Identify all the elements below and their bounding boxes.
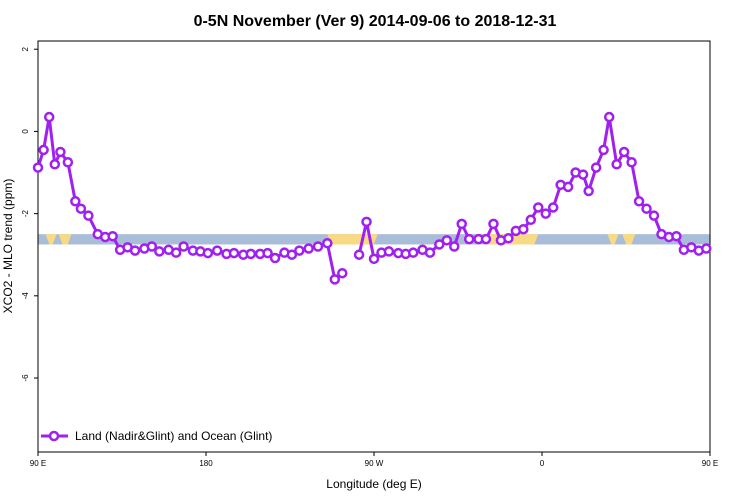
data-point xyxy=(368,253,380,265)
data-point xyxy=(540,208,551,219)
data-point xyxy=(353,249,365,260)
chart-title: 0-5N November (Ver 9) 2014-09-06 to 2018… xyxy=(194,13,557,30)
data-point xyxy=(43,111,55,123)
data-point xyxy=(129,245,141,256)
y-tick-label: 2 xyxy=(21,46,30,51)
data-point xyxy=(75,203,87,214)
data-point xyxy=(441,235,453,246)
data-point xyxy=(648,210,660,221)
data-point xyxy=(434,239,445,250)
data-point xyxy=(641,203,652,214)
series-layer xyxy=(32,111,712,285)
y-tick-label: -2 xyxy=(21,210,30,218)
y-tick-label: 0 xyxy=(21,129,30,134)
data-point xyxy=(294,245,305,256)
data-point xyxy=(83,210,94,221)
x-tick-label: 90 W xyxy=(365,459,384,468)
data-point xyxy=(626,156,637,168)
land-ocean-band xyxy=(38,234,710,245)
legend-label: Land (Nadir&Glint) and Ocean (Glint) xyxy=(75,429,272,443)
land-segment xyxy=(45,234,57,245)
legend-marker xyxy=(48,430,60,442)
data-point xyxy=(170,247,182,258)
data-point xyxy=(49,159,61,170)
data-point xyxy=(456,218,467,230)
data-point xyxy=(38,144,49,156)
data-point xyxy=(202,247,214,259)
land-segment xyxy=(607,234,619,245)
data-point xyxy=(286,249,298,260)
data-point xyxy=(480,233,492,245)
x-tick-label: 90 E xyxy=(30,459,46,468)
data-point xyxy=(488,218,499,230)
plot-frame xyxy=(37,40,711,453)
data-point xyxy=(424,247,436,258)
data-point xyxy=(70,196,81,207)
y-axis-label: XCO2 - MLO trend (ppm) xyxy=(1,179,15,314)
data-point xyxy=(329,274,341,285)
land-segment xyxy=(327,234,367,245)
data-point xyxy=(577,169,589,180)
x-axis-label: Longitude (deg E) xyxy=(326,477,421,491)
data-point xyxy=(701,243,712,254)
data-point xyxy=(303,243,314,254)
data-point xyxy=(618,146,630,158)
data-point xyxy=(245,248,257,260)
data-point xyxy=(154,246,165,257)
x-tick-label: 180 xyxy=(199,459,213,468)
data-point xyxy=(269,252,281,264)
x-tick-label: 90 E xyxy=(702,459,718,468)
data-point xyxy=(146,241,158,252)
data-point xyxy=(32,162,44,173)
data-point xyxy=(62,156,74,168)
y-tick-label: -4 xyxy=(21,292,30,300)
data-point xyxy=(178,241,189,252)
x-axis: 90 E 180 90 W 0 90 E xyxy=(30,452,718,468)
data-point xyxy=(322,237,333,249)
data-point xyxy=(361,216,372,228)
data-point xyxy=(583,185,594,197)
data-point xyxy=(633,196,645,207)
data-point xyxy=(671,230,682,242)
data-point xyxy=(611,159,622,170)
data-point xyxy=(533,202,544,213)
y-tick-label: -6 xyxy=(21,374,30,382)
data-point xyxy=(590,162,602,173)
data-point xyxy=(518,223,529,235)
data-point xyxy=(228,247,240,259)
data-point xyxy=(55,146,66,158)
legend: Land (Nadir&Glint) and Ocean (Glint) xyxy=(41,429,272,443)
data-point xyxy=(449,241,460,252)
data-point xyxy=(598,144,609,156)
data-point xyxy=(547,202,559,213)
data-point xyxy=(337,267,348,279)
data-point xyxy=(107,230,118,242)
data-point xyxy=(562,181,574,193)
land-segment xyxy=(58,234,72,245)
data-point xyxy=(383,246,395,257)
x-tick-label: 0 xyxy=(540,459,545,468)
data-point xyxy=(503,233,514,244)
land-segment xyxy=(622,234,636,245)
data-point xyxy=(525,214,537,226)
data-point xyxy=(262,247,273,259)
y-axis: 2 0 -2 -4 -6 xyxy=(21,46,38,382)
data-point xyxy=(211,245,223,256)
data-point xyxy=(407,247,419,258)
data-point xyxy=(463,233,475,245)
data-point xyxy=(312,241,324,252)
data-point xyxy=(603,111,615,123)
